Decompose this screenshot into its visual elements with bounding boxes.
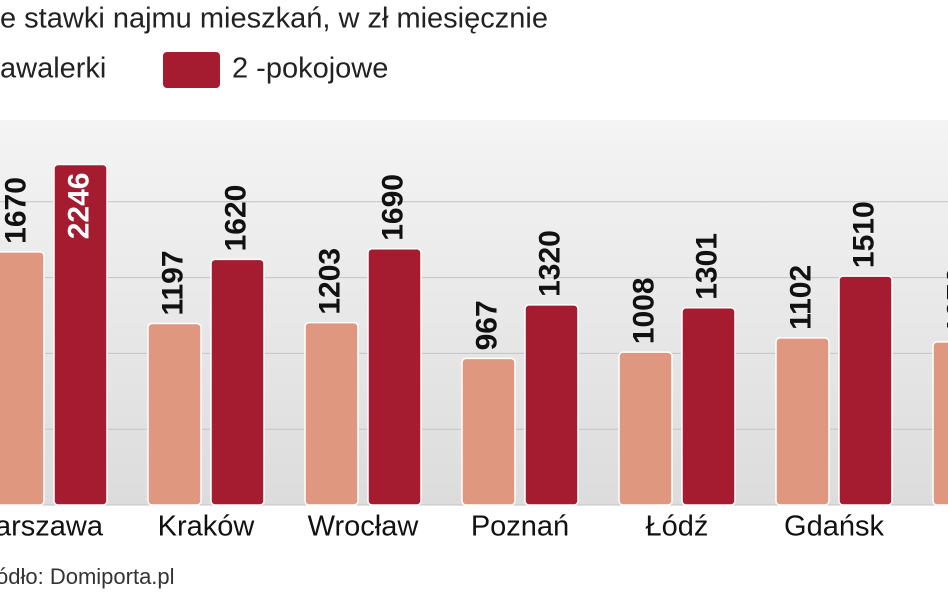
value-label: 1102 [784,265,817,330]
value-label: 2246 [62,173,95,240]
value-label: 1620 [219,185,252,252]
bar [0,251,45,506]
bar [618,351,673,506]
x-tick-label: Poznań [471,511,569,543]
value-label: 1203 [313,248,346,315]
bar [524,304,579,506]
bar [304,321,359,506]
value-label: 1008 [627,277,660,344]
x-tick-label: Gdańsk [784,511,884,543]
x-tick-label: Łódź [646,511,709,543]
bar [932,341,948,506]
value-label: 1510 [847,201,880,268]
bar [53,163,108,506]
bar [147,322,202,506]
x-tick-label: Wrocław [308,511,420,543]
bar [210,258,265,506]
legend-swatch [163,52,220,88]
value-label: 1076 [941,267,948,334]
value-label: 1690 [376,174,409,241]
chart-title: e stawki najmu mieszkań, w zł miesięczni… [0,3,548,35]
value-label: 1320 [533,230,566,297]
legend-label: awalerki [0,53,106,85]
bar [775,337,830,506]
value-label: 1197 [156,250,189,315]
x-tick-label: arszawa [0,511,104,543]
legend-label: 2 -pokojowe [232,53,388,85]
value-label: 1301 [690,233,723,300]
value-label: 1670 [0,177,32,244]
bar [838,275,893,506]
bar [681,307,736,506]
x-tick-label: Kraków [158,511,256,543]
source-note: ódło: Domiporta.pl [0,564,175,589]
value-label: 967 [470,300,503,350]
bar [461,357,516,506]
bar [367,248,422,506]
